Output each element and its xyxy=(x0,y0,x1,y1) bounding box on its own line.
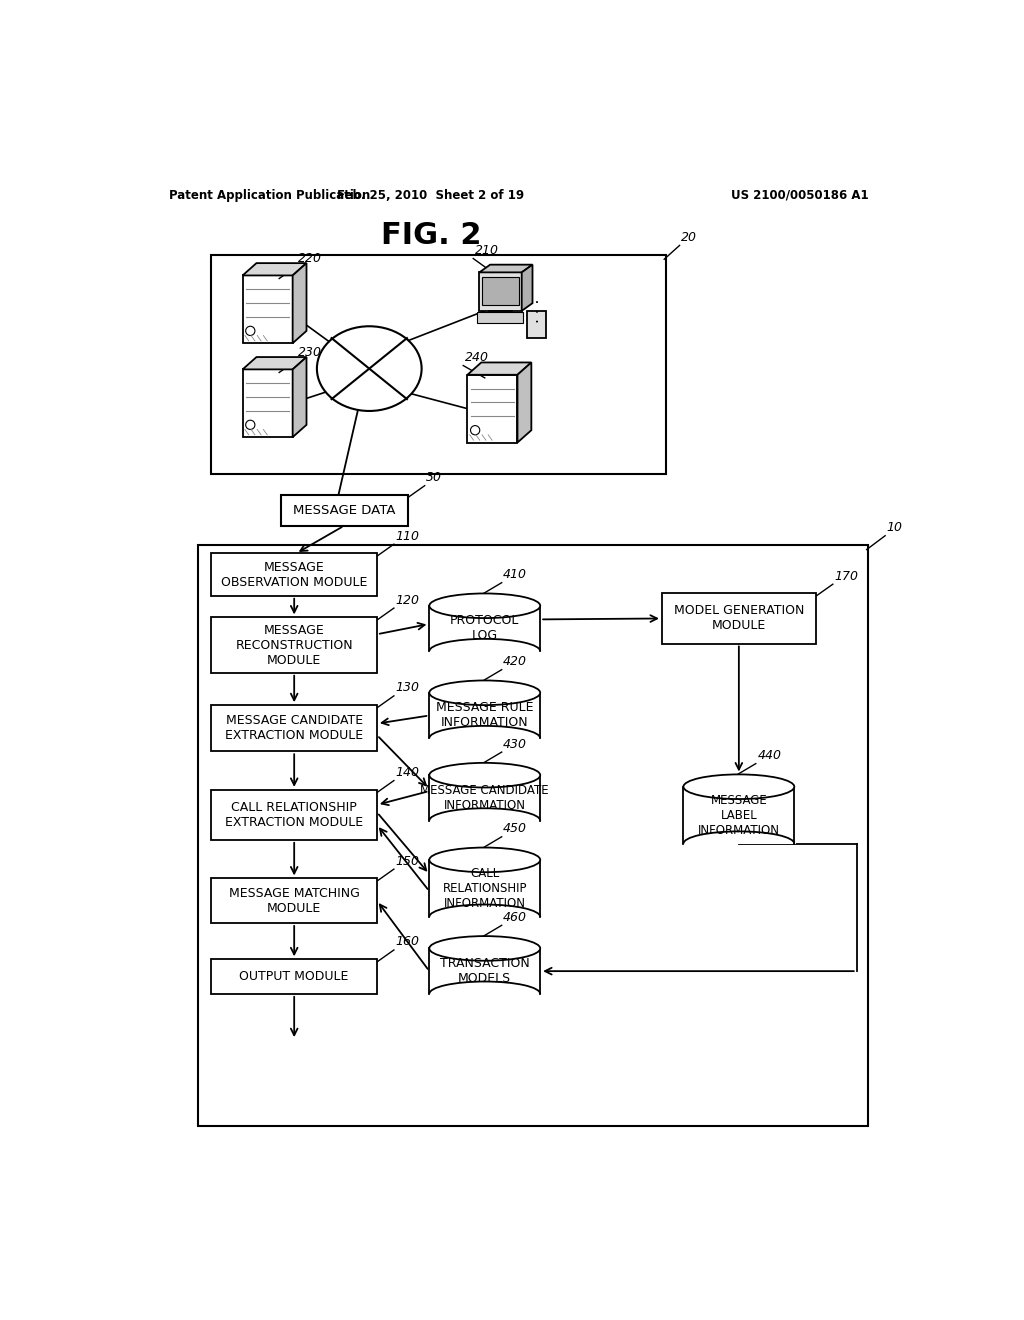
Bar xyxy=(428,639,542,652)
Text: 430: 430 xyxy=(503,738,527,751)
Bar xyxy=(199,545,868,1126)
Text: · · ·: · · · xyxy=(532,298,548,323)
Text: PROTOCOL
LOG: PROTOCOL LOG xyxy=(451,615,519,643)
Bar xyxy=(211,618,377,673)
Polygon shape xyxy=(517,363,531,442)
Text: 460: 460 xyxy=(503,911,527,924)
Bar xyxy=(428,726,542,739)
Text: OUTPUT MODULE: OUTPUT MODULE xyxy=(240,970,349,983)
Bar xyxy=(429,775,541,821)
Text: 440: 440 xyxy=(758,748,781,762)
Text: MESSAGE
RECONSTRUCTION
MODULE: MESSAGE RECONSTRUCTION MODULE xyxy=(236,623,353,667)
Text: 30: 30 xyxy=(426,471,442,484)
Polygon shape xyxy=(293,263,306,343)
Polygon shape xyxy=(521,264,532,312)
Bar xyxy=(243,370,293,437)
Bar xyxy=(211,878,377,923)
Ellipse shape xyxy=(429,681,541,705)
Bar xyxy=(477,313,523,323)
Ellipse shape xyxy=(429,763,541,788)
Bar xyxy=(527,312,547,338)
Bar xyxy=(662,594,816,644)
Polygon shape xyxy=(293,358,306,437)
Circle shape xyxy=(246,420,255,429)
Bar xyxy=(429,693,541,738)
Bar xyxy=(211,705,377,751)
Text: 10: 10 xyxy=(887,521,903,535)
Bar xyxy=(211,553,377,595)
Bar xyxy=(211,789,377,840)
Circle shape xyxy=(470,425,480,434)
Circle shape xyxy=(246,326,255,335)
Bar xyxy=(682,832,796,845)
Text: 220: 220 xyxy=(298,252,323,264)
Ellipse shape xyxy=(429,594,541,618)
Ellipse shape xyxy=(316,326,422,411)
Bar xyxy=(211,960,377,994)
Text: 420: 420 xyxy=(503,655,527,668)
Text: MESSAGE DATA: MESSAGE DATA xyxy=(293,504,395,517)
Text: MESSAGE
OBSERVATION MODULE: MESSAGE OBSERVATION MODULE xyxy=(221,561,368,589)
Text: Feb. 25, 2010  Sheet 2 of 19: Feb. 25, 2010 Sheet 2 of 19 xyxy=(337,189,524,202)
Bar xyxy=(683,787,795,843)
Text: 130: 130 xyxy=(395,681,420,694)
Bar xyxy=(429,859,541,917)
Polygon shape xyxy=(479,264,532,272)
Text: 170: 170 xyxy=(835,570,858,582)
Text: 210: 210 xyxy=(475,244,499,257)
Bar xyxy=(281,495,408,525)
Text: 150: 150 xyxy=(395,854,420,867)
Text: MESSAGE CANDIDATE
INFORMATION: MESSAGE CANDIDATE INFORMATION xyxy=(421,784,549,812)
Text: 230: 230 xyxy=(298,346,323,359)
Bar xyxy=(211,255,666,474)
Polygon shape xyxy=(467,363,531,375)
Bar xyxy=(429,606,541,651)
Text: MESSAGE CANDIDATE
EXTRACTION MODULE: MESSAGE CANDIDATE EXTRACTION MODULE xyxy=(225,714,364,742)
Text: CALL RELATIONSHIP
EXTRACTION MODULE: CALL RELATIONSHIP EXTRACTION MODULE xyxy=(225,801,364,829)
Text: MESSAGE
LABEL
INFORMATION: MESSAGE LABEL INFORMATION xyxy=(698,793,780,837)
Text: 160: 160 xyxy=(395,936,420,948)
Text: FIG. 2: FIG. 2 xyxy=(381,220,481,249)
Bar xyxy=(428,982,542,995)
Bar xyxy=(429,948,541,994)
Text: 110: 110 xyxy=(395,529,420,543)
Bar xyxy=(428,808,542,821)
Text: 20: 20 xyxy=(681,231,697,244)
Text: US 2100/0050186 A1: US 2100/0050186 A1 xyxy=(731,189,868,202)
Text: CALL
RELATIONSHIP
INFORMATION: CALL RELATIONSHIP INFORMATION xyxy=(442,867,527,909)
Text: MESSAGE RULE
INFORMATION: MESSAGE RULE INFORMATION xyxy=(436,701,534,730)
Text: MODEL GENERATION
MODULE: MODEL GENERATION MODULE xyxy=(674,605,804,632)
Polygon shape xyxy=(243,263,306,276)
Text: Patent Application Publication: Patent Application Publication xyxy=(169,189,371,202)
Text: 240: 240 xyxy=(465,351,488,364)
Text: 410: 410 xyxy=(503,568,527,581)
Bar xyxy=(482,277,518,305)
Ellipse shape xyxy=(429,847,541,873)
Text: MESSAGE MATCHING
MODULE: MESSAGE MATCHING MODULE xyxy=(228,887,359,915)
Ellipse shape xyxy=(683,775,795,799)
Text: 140: 140 xyxy=(395,766,420,779)
Bar xyxy=(467,375,517,442)
Text: 120: 120 xyxy=(395,594,420,607)
Bar xyxy=(479,272,521,312)
Bar xyxy=(243,276,293,343)
Polygon shape xyxy=(243,358,306,370)
Ellipse shape xyxy=(429,936,541,961)
Text: 450: 450 xyxy=(503,822,527,836)
Bar xyxy=(428,904,542,917)
Text: TRANSACTION
MODELS: TRANSACTION MODELS xyxy=(440,957,529,985)
